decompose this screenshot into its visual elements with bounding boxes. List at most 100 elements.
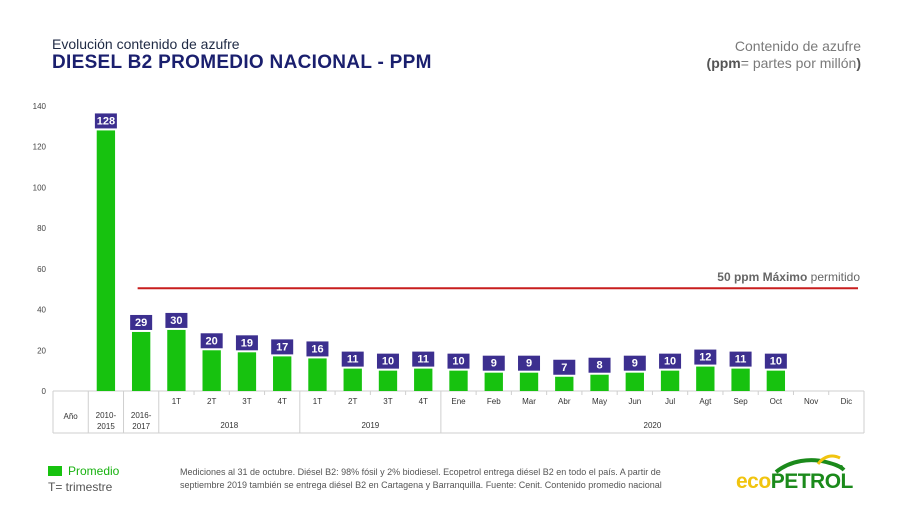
category-label-line2: 2017 [132,422,150,431]
unit-legend-definition: = partes por millón [740,55,857,71]
y-tick-label: 20 [37,346,46,355]
iguana-icon [774,454,846,474]
category-label: Ene [451,397,466,406]
data-label-box [588,357,611,373]
chart-title: DIESEL B2 PROMEDIO NACIONAL - PPM [52,52,432,73]
y-tick-label: 60 [37,265,46,274]
category-label: 3T [242,397,251,406]
legend-item-trimestre: T= trimestre [48,479,119,495]
bar [625,372,644,391]
bar [555,376,574,391]
data-label: 9 [632,358,638,370]
unit-legend-close: ) [856,55,861,71]
bar [484,372,503,391]
data-label: 8 [596,360,602,372]
data-label: 19 [241,337,253,349]
unit-legend-line2: (ppm= partes por millón) [707,55,861,72]
data-label: 11 [347,354,359,366]
chart-subtitle: Evolución contenido de azufre [52,36,240,52]
category-label: Sep [733,397,748,406]
bar [237,352,257,391]
category-label: Abr [558,397,571,406]
data-label: 128 [97,115,115,127]
data-label: 10 [664,356,676,368]
legend-swatch [48,466,62,476]
data-label-box [764,353,787,369]
data-label: 10 [452,356,464,368]
data-label-box [623,355,646,371]
bar [414,368,433,391]
data-label: 30 [170,315,182,327]
y-tick-label: 120 [33,143,47,152]
data-label-box [482,355,505,371]
bar [696,366,715,391]
bar [449,370,468,391]
data-label: 10 [770,356,782,368]
category-label: Nov [804,397,818,406]
unit-legend-line1: Contenido de azufre [734,38,861,54]
data-label-box [659,353,682,369]
bar [731,368,750,391]
category-label: Jul [665,397,675,406]
series-legend: Promedio T= trimestre [48,463,119,495]
data-label-box [694,349,717,365]
bar [167,329,186,391]
ecopetrol-logo: ecoPETROL [736,452,886,497]
bar [96,130,116,391]
legend-item-promedio: Promedio [48,463,119,479]
bar [273,356,292,391]
data-label-box [165,312,188,328]
data-label-box [341,351,364,367]
category-label: 1T [172,397,181,406]
data-label-box [376,353,399,369]
category-label: 4T [419,397,428,406]
category-label: 3T [383,397,392,406]
category-label: 2010- [96,411,117,420]
data-label-box [271,339,294,355]
data-label: 16 [311,343,323,355]
legend-label-trimestre: T= trimestre [48,480,113,494]
data-label: 7 [561,362,567,374]
data-label: 29 [135,317,147,329]
data-label-box [412,351,435,367]
category-label-line2: 2015 [97,422,115,431]
footnote-line1: Mediciones al 31 de octubre. Diésel B2: … [180,467,661,477]
max-limit-label-rest: permitido [811,270,861,284]
y-tick-label: 80 [37,224,46,233]
y-tick-label: 140 [33,102,47,111]
data-label-box [553,359,576,375]
bar [202,350,221,391]
logo-petrol: PETROL [770,470,854,493]
group-label: 2018 [220,421,238,430]
data-label: 17 [276,341,288,353]
data-label-box [518,355,541,371]
bar [766,370,786,391]
max-limit-label: 50 ppm Máximo permitido [717,270,860,284]
max-limit-label-bold: 50 ppm Máximo [717,270,810,284]
bar [131,331,151,391]
data-label-box [306,341,329,357]
bar [378,370,398,391]
y-tick-label: 40 [37,306,46,315]
category-label: 1T [313,397,322,406]
data-label: 11 [735,354,747,366]
data-label-box [200,333,223,349]
category-label: Año [64,412,79,421]
category-label: Jun [628,397,641,406]
category-label: Mar [522,397,536,406]
category-label: May [592,397,607,406]
bar [660,370,680,391]
group-label: 2020 [644,421,662,430]
bar [519,372,539,391]
data-label-box [130,314,153,330]
footnote-line2: septiembre 2019 también se entrega diése… [180,480,662,490]
category-label: Dic [841,397,853,406]
data-label: 20 [206,335,218,347]
data-label: 10 [382,356,394,368]
bar [308,358,327,391]
category-label: Oct [770,397,783,406]
category-label: Feb [487,397,501,406]
data-label: 12 [699,352,711,364]
data-label-box [447,353,470,369]
